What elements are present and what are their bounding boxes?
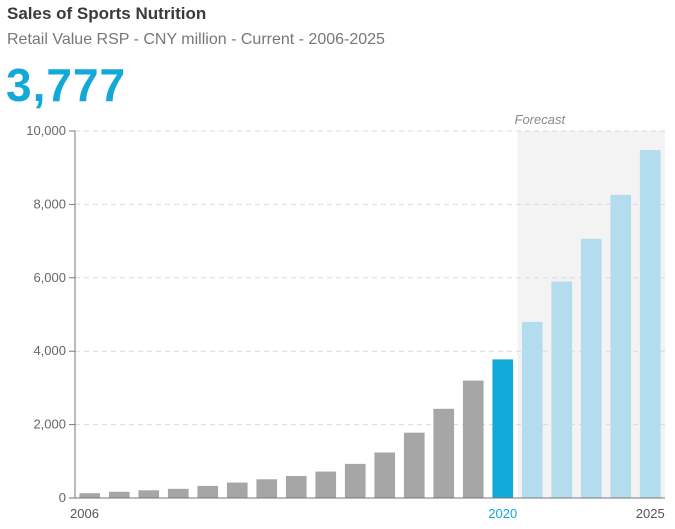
chart-subtitle: Retail Value RSP - CNY million - Current…: [7, 31, 385, 48]
headline-value: 3,777: [6, 59, 127, 111]
bar-layer: [79, 150, 661, 499]
bar-2010: [197, 485, 219, 498]
bar-2024: [610, 194, 632, 498]
bar-2022: [551, 281, 573, 498]
bar-2008: [138, 490, 160, 498]
bar-2025: [639, 150, 661, 499]
y-tick-label: 10,000: [26, 123, 66, 138]
bar-2009: [167, 488, 189, 498]
bar-2013: [285, 475, 307, 498]
forecast-label: Forecast: [515, 112, 567, 127]
bar-2017: [403, 432, 425, 498]
bar-2016: [374, 452, 396, 498]
x-tick-label: 2006: [70, 506, 99, 521]
bar-2023: [580, 238, 602, 498]
label-layer: Forecast 0 2,000 4,000 6,000 8,000 10,000 2006 2…: [26, 112, 664, 521]
bar-2014: [315, 471, 337, 498]
chart-title: Sales of Sports Nutrition: [7, 4, 207, 23]
x-tick-label: 2025: [636, 506, 665, 521]
y-tick-label: 6,000: [33, 270, 66, 285]
bar-2020: [492, 359, 514, 498]
y-tick-label: 0: [59, 490, 66, 505]
bar-2007: [108, 491, 130, 498]
x-tick-label: 2020: [488, 506, 517, 521]
bar-2011: [226, 482, 248, 498]
y-tick-label: 8,000: [33, 196, 66, 211]
bar-2021: [521, 321, 543, 498]
bar-2015: [344, 463, 366, 498]
bar-2006: [79, 493, 101, 498]
y-tick-label: 2,000: [33, 417, 66, 432]
bar-2018: [433, 408, 455, 498]
bar-2012: [256, 479, 278, 498]
axis-layer: [69, 130, 665, 499]
y-tick-label: 4,000: [33, 343, 66, 358]
bar-2019: [462, 380, 484, 498]
